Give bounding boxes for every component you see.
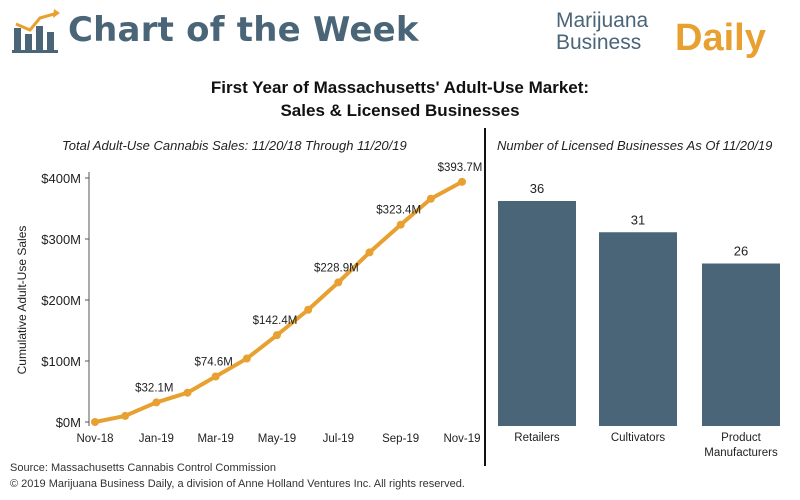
bar-value-label: 36 (530, 181, 544, 196)
sales-data-label: $323.4M (376, 205, 421, 217)
bar-category-label: Manufacturers (704, 447, 778, 459)
bar-1 (599, 232, 677, 426)
x-tick-label: Nov-18 (76, 433, 113, 445)
y-tick-label: $400M (41, 171, 81, 186)
bar-2 (702, 264, 780, 427)
chart-divider (484, 128, 486, 466)
sales-data-point (397, 221, 405, 229)
main-title-line2: Sales & Licensed Businesses (0, 99, 800, 122)
main-title-line1: First Year of Massachusetts' Adult-Use M… (0, 76, 800, 99)
bar-category-label: Retailers (514, 432, 560, 444)
main-title: First Year of Massachusetts' Adult-Use M… (0, 76, 800, 122)
chart-trend-icon (10, 8, 64, 54)
x-tick-label: Sep-19 (382, 433, 419, 445)
sales-data-point (427, 195, 435, 203)
sales-data-label: $32.1M (135, 382, 173, 394)
y-tick-label: $100M (41, 354, 81, 369)
bar-0 (498, 201, 576, 426)
sales-data-label: $142.4M (253, 315, 298, 327)
brand-line2: Business (556, 32, 641, 54)
bar-category-label: Product (721, 432, 761, 444)
sales-data-point (365, 248, 373, 256)
sales-data-label: $228.9M (314, 262, 359, 274)
y-tick-label: $0M (56, 415, 81, 430)
x-tick-label: Mar-19 (197, 433, 233, 445)
x-tick-label: May-19 (258, 433, 296, 445)
sales-data-point (212, 372, 220, 380)
sales-data-point (243, 355, 251, 363)
sales-data-label: $74.6M (194, 356, 232, 368)
bar-value-label: 31 (631, 212, 645, 227)
bar-category-label: Cultivators (611, 432, 666, 444)
copyright-note: © 2019 Marijuana Business Daily, a divis… (10, 478, 465, 490)
sales-data-point (458, 178, 466, 186)
sales-data-label: $393.7M (438, 162, 483, 174)
y-tick-label: $300M (41, 232, 81, 247)
brand-line3: Daily (675, 16, 766, 60)
y-axis-label: Cumulative Adult-Use Sales (15, 226, 29, 375)
brand-line1: Marijuana (556, 10, 648, 32)
sales-data-point (152, 398, 160, 406)
sales-data-point (334, 278, 342, 286)
banner-title: Chart of the Week (68, 10, 419, 50)
brand-logo: Marijuana Business Daily (556, 8, 786, 64)
sales-data-point (184, 389, 192, 397)
bar-chart: 36 Retailers 31 Cultivators 26 Product Manufac… (488, 130, 798, 470)
sales-data-point (91, 418, 99, 426)
sales-data-point (304, 306, 312, 314)
line-chart: $0M $100M $200M $300M $400M Nov-18 Jan-19 Mar-1… (0, 130, 484, 470)
y-tick-label: $200M (41, 293, 81, 308)
sales-data-point (273, 331, 281, 339)
x-tick-label: Jan-19 (139, 433, 174, 445)
x-tick-label: Jul-19 (323, 433, 354, 445)
sales-data-point (121, 412, 129, 420)
x-tick-label: Nov-19 (443, 433, 480, 445)
source-note: Source: Massachusetts Cannabis Control C… (10, 462, 276, 474)
bar-value-label: 26 (734, 244, 748, 259)
